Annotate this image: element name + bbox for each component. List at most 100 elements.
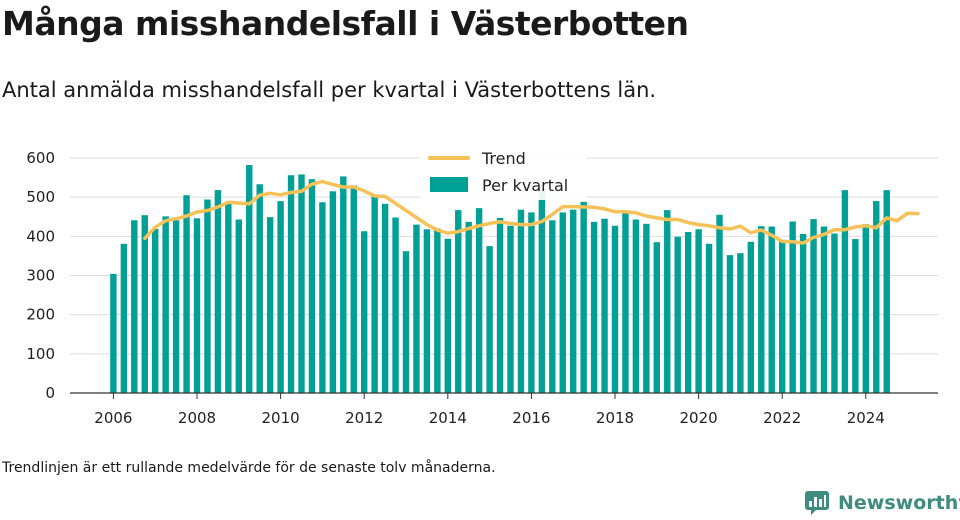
bar (204, 199, 211, 393)
trend-series (143, 179, 920, 245)
bar (392, 217, 399, 393)
bar (601, 218, 608, 393)
footnote: Trendlinjen är ett rullande medelvärde f… (2, 460, 496, 476)
x-tick-label: 2014 (429, 409, 467, 427)
x-tick-label: 2024 (847, 409, 885, 427)
bar (319, 202, 326, 393)
brand-name: Newsworthy (838, 492, 960, 514)
bar (246, 165, 253, 393)
bar (873, 201, 880, 393)
brand-logo[interactable]: Newsworthy (804, 488, 960, 518)
y-tick-label: 600 (26, 149, 55, 167)
bar (444, 238, 451, 393)
bar (162, 216, 169, 393)
bar (110, 273, 117, 393)
bar (810, 219, 817, 393)
bar (329, 191, 337, 393)
bar (193, 218, 201, 393)
bar (434, 228, 441, 393)
legend-trend-label: Trend (481, 149, 526, 168)
bar (214, 190, 222, 393)
y-tick-label: 300 (26, 267, 55, 285)
bar (507, 225, 514, 393)
bar (528, 212, 535, 393)
legend-bar-swatch (430, 177, 468, 192)
x-tick-label: 2008 (178, 409, 216, 427)
bar (831, 233, 838, 393)
bar (465, 221, 472, 393)
bar (852, 239, 859, 393)
bar (308, 179, 316, 393)
bar (570, 209, 577, 393)
bar (862, 224, 869, 393)
bar (695, 229, 702, 393)
bar (768, 226, 775, 393)
bar (423, 229, 431, 393)
bar (350, 185, 357, 393)
bar (152, 228, 159, 393)
bar (632, 219, 640, 393)
bar (820, 226, 828, 393)
bar (684, 232, 692, 393)
bar (590, 221, 598, 393)
bar (747, 241, 755, 393)
bar (779, 239, 786, 393)
x-tick-label: 2016 (512, 409, 550, 427)
bar (664, 210, 671, 393)
bar (340, 176, 347, 393)
y-tick-label: 400 (26, 227, 55, 245)
chart-subtitle: Antal anmälda misshandelsfall per kvarta… (2, 78, 657, 102)
bar (841, 190, 849, 393)
y-tick-label: 500 (26, 188, 55, 206)
y-tick-label: 0 (45, 384, 55, 402)
bar (538, 188, 546, 393)
bar (371, 196, 378, 393)
bar (674, 236, 681, 393)
bar (183, 195, 190, 393)
bar (298, 174, 305, 393)
bar (455, 210, 462, 393)
bar (517, 209, 525, 393)
bar (726, 255, 734, 393)
bar (141, 215, 148, 393)
bar (580, 201, 587, 393)
bar (266, 217, 274, 393)
bar (402, 251, 410, 393)
x-tick-label: 2006 (94, 409, 132, 427)
trend-line (143, 179, 920, 245)
bar (120, 243, 128, 393)
axes: 0 100 200 300 400 500 600 2006 2008 2010 2012 2014 2… (26, 149, 938, 427)
bar (413, 224, 420, 393)
bar (475, 208, 483, 393)
legend-bar-label: Per kvartal (482, 176, 568, 195)
bar (172, 220, 180, 393)
bar (758, 226, 765, 393)
bar (716, 214, 723, 393)
bar (653, 242, 660, 393)
chart: 0 100 200 300 400 500 600 2006 2008 2010 2012 2014 2… (26, 149, 938, 427)
x-tick-label: 2022 (763, 409, 801, 427)
chart-title: Många misshandelsfall i Västerbotten (2, 4, 689, 43)
bar (496, 217, 504, 393)
x-tick-label: 2020 (680, 409, 718, 427)
bar (131, 220, 138, 393)
bar-series (110, 165, 890, 393)
bar (799, 233, 807, 393)
bar (883, 190, 890, 393)
chart-bubble-icon (805, 491, 829, 515)
bar (256, 184, 263, 393)
bar (287, 175, 295, 393)
bar (549, 220, 556, 393)
bar (737, 253, 744, 393)
bar (277, 201, 284, 393)
bar (361, 231, 368, 393)
x-tick-label: 2010 (262, 409, 300, 427)
x-tick-label: 2018 (596, 409, 634, 427)
x-tick-label: 2012 (345, 409, 383, 427)
bar (611, 225, 619, 393)
y-tick-label: 100 (26, 345, 55, 363)
bar (235, 219, 242, 393)
bar (486, 246, 493, 393)
bar (225, 203, 232, 393)
bar (622, 210, 629, 393)
